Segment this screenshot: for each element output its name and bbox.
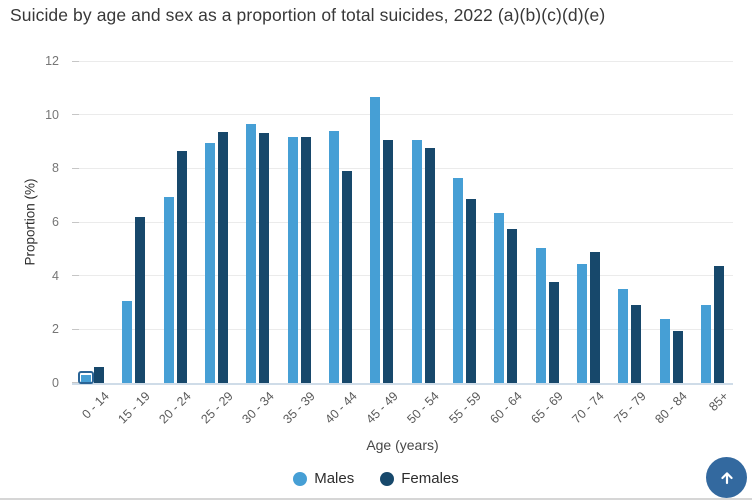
bar-females-80-84[interactable]	[672, 330, 683, 383]
gridline	[72, 221, 733, 223]
y-tick-mark	[72, 167, 79, 169]
plot-area: 0 2 4 6 8 10 12	[45, 54, 733, 390]
selected-bar-highlight-ring	[78, 370, 95, 384]
females-legend-marker-icon	[380, 471, 395, 486]
legend-item-males[interactable]: Males	[293, 470, 354, 487]
x-tick-label: 0 - 14	[79, 389, 112, 422]
bar-females-40-44[interactable]	[342, 171, 353, 383]
bar-females-70-74[interactable]	[589, 251, 600, 383]
bar-males-0-14[interactable]	[81, 374, 92, 383]
gridline	[72, 114, 733, 116]
bar-males-40-44[interactable]	[329, 130, 340, 383]
up-arrow-icon	[720, 471, 733, 484]
bar-males-15-19[interactable]	[122, 301, 133, 383]
gridline	[72, 167, 733, 169]
bar-females-75-79[interactable]	[631, 305, 642, 383]
y-tick-mark	[72, 275, 79, 277]
legend: Males Females	[0, 470, 752, 487]
bar-females-45-49[interactable]	[383, 140, 394, 383]
y-tick-label: 0	[52, 376, 59, 390]
x-tick-label: 40 - 44	[322, 389, 360, 427]
x-tick-label: 80 - 84	[652, 389, 690, 427]
x-tick-label: 20 - 24	[156, 389, 195, 427]
legend-item-females[interactable]: Females	[380, 470, 459, 487]
bar-females-55-59[interactable]	[465, 199, 476, 383]
x-axis-title: Age (years)	[366, 437, 439, 453]
bar-males-55-59[interactable]	[452, 177, 463, 383]
bar-females-25-29[interactable]	[218, 132, 229, 383]
x-tick-label: 55 - 59	[445, 389, 484, 427]
bar-males-50-54[interactable]	[411, 140, 422, 383]
bar-males-25-29[interactable]	[205, 142, 216, 383]
y-tick-label: 2	[52, 322, 59, 337]
x-tick-label: 75 - 79	[611, 389, 649, 427]
bar-males-20-24[interactable]	[163, 196, 174, 383]
bar-females-20-24[interactable]	[176, 150, 187, 383]
gridline	[72, 328, 733, 330]
x-tick-label: 30 - 34	[239, 389, 277, 427]
bar-males-30-34[interactable]	[246, 124, 257, 383]
y-tick-label: 12	[45, 54, 59, 68]
y-tick-mark	[72, 60, 79, 62]
legend-label-males: Males	[314, 470, 355, 487]
bar-females-50-54[interactable]	[424, 148, 435, 383]
y-axis-label: Proportion (%)	[22, 178, 38, 266]
bar-females-85+[interactable]	[713, 266, 724, 383]
x-tick-label: 50 - 54	[404, 389, 443, 427]
bar-males-75-79[interactable]	[618, 289, 629, 383]
x-tick-label: 25 - 29	[198, 389, 236, 427]
y-tick-mark	[72, 381, 79, 383]
bar-males-65-69[interactable]	[535, 247, 546, 383]
y-tick-label: 4	[52, 268, 59, 283]
bar-females-30-34[interactable]	[259, 133, 270, 383]
y-tick-label: 10	[45, 107, 59, 122]
bar-females-0-14[interactable]	[94, 366, 105, 383]
legend-label-females: Females	[401, 470, 459, 487]
y-tick-mark	[72, 114, 79, 116]
x-tick-label: 70 - 74	[569, 389, 608, 427]
x-tick-label: 65 - 69	[528, 389, 566, 427]
y-tick-mark	[72, 221, 79, 223]
y-tick-label: 6	[52, 215, 59, 229]
bar-females-60-64[interactable]	[507, 228, 518, 383]
x-tick-label: 15 - 19	[115, 389, 153, 427]
y-tick-label: 8	[52, 161, 59, 176]
x-tick-label: 35 - 39	[280, 389, 319, 427]
x-tick-label: 85+	[706, 389, 732, 414]
bar-males-85+[interactable]	[700, 305, 711, 383]
chart-title: Suicide by age and sex as a proportion o…	[10, 5, 606, 25]
scroll-to-top-button[interactable]	[706, 457, 747, 498]
x-axis-tick-labels: 0 - 14 15 - 19 20 - 24 25 - 29 30 - 34 35 - 3…	[72, 389, 733, 441]
gridline	[72, 60, 733, 62]
bar-females-35-39[interactable]	[300, 137, 311, 383]
x-tick-label: 60 - 64	[487, 389, 525, 427]
y-tick-mark	[72, 328, 79, 330]
bar-males-70-74[interactable]	[576, 263, 587, 383]
bar-males-80-84[interactable]	[659, 318, 670, 383]
bar-males-35-39[interactable]	[287, 137, 298, 383]
bar-females-15-19[interactable]	[135, 216, 146, 383]
bar-males-60-64[interactable]	[494, 212, 505, 383]
bar-females-65-69[interactable]	[548, 282, 559, 383]
x-tick-label: 45 - 49	[363, 389, 401, 427]
gridline	[72, 275, 733, 277]
males-legend-marker-icon	[293, 471, 308, 486]
bar-males-45-49[interactable]	[370, 97, 381, 383]
